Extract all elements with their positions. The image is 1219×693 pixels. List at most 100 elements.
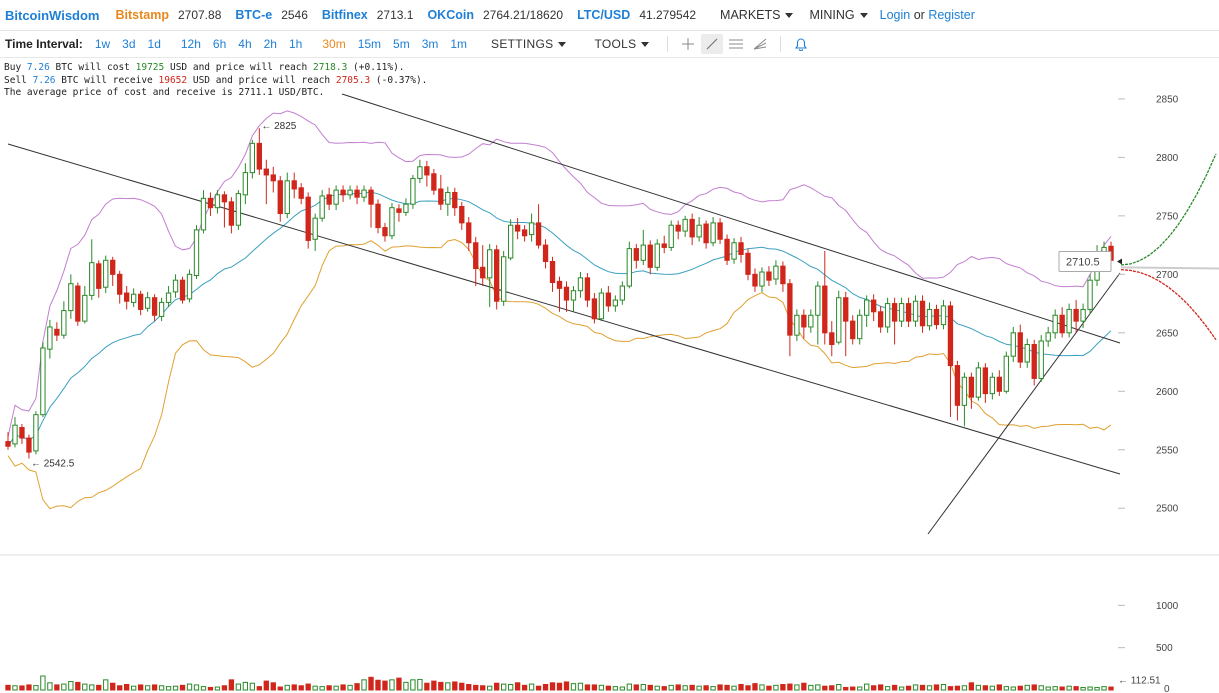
volume-bar [75, 681, 81, 691]
interval-12h[interactable]: 12h [180, 37, 201, 51]
toolbar-divider [667, 36, 669, 52]
volume-bar [26, 684, 32, 691]
interval-1m[interactable]: 1m [450, 37, 468, 51]
volume-tick-label: 1000 [1156, 601, 1179, 612]
volume-bar [891, 684, 898, 691]
volume-bar [933, 684, 940, 691]
ticker-btce[interactable]: BTC-e 2546 [235, 8, 308, 22]
interval-1d[interactable]: 1d [147, 37, 161, 51]
volume-bar [1031, 684, 1037, 691]
ticker-okcoin[interactable]: OKCoin 2764.21/18620 [427, 8, 563, 22]
candle-body [514, 224, 521, 232]
order-estimate-panel: Buy 7.26 BTC will cost 19725 USD and pri… [4, 62, 427, 100]
interval-30m[interactable]: 30m [322, 37, 346, 51]
volume-bar [570, 683, 577, 691]
chevron-down-icon [785, 12, 794, 18]
volume-bar [877, 684, 884, 691]
auth-separator: or [913, 8, 925, 22]
brand-logo[interactable]: BitcoinWisdom [5, 7, 100, 23]
interval-1h[interactable]: 1h [288, 37, 303, 51]
price-tick-label: 2850 [1156, 94, 1179, 105]
volume-bar [563, 681, 570, 691]
interval-6h[interactable]: 6h [212, 37, 227, 51]
register-link[interactable]: Register [928, 8, 975, 22]
interval-15m[interactable]: 15m [357, 37, 382, 51]
horizontal-lines-icon[interactable] [725, 34, 747, 54]
candle-body [961, 376, 968, 406]
volume-bar [675, 684, 681, 691]
interval-3d[interactable]: 3d [122, 37, 136, 51]
candle-body [808, 314, 814, 328]
ticker-bitfinex[interactable]: Bitfinex 2713.1 [322, 8, 414, 22]
candle-body [382, 227, 388, 237]
candle-body [103, 259, 109, 288]
volume-bar [354, 683, 360, 691]
candle-body [850, 320, 856, 340]
volume-bar [200, 686, 207, 691]
candle-body [1003, 355, 1009, 392]
interval-3m[interactable]: 3m [421, 37, 439, 51]
time-interval-label: Time Interval: [5, 37, 83, 51]
price-axis: 2500 2550 2600 2650 2700 2750 2800 2850 0 500 1000 [1118, 94, 1179, 693]
candle-body [773, 265, 779, 280]
price-chart[interactable]: 2500 2550 2600 2650 2700 2750 2800 2850 0 500 1000… [0, 58, 1219, 693]
candle-body [717, 222, 723, 240]
candle-body [228, 201, 235, 226]
volume-bar [431, 680, 437, 691]
volume-bar [738, 683, 744, 691]
candle-body [787, 283, 793, 336]
candle-body [535, 222, 542, 246]
candle-body [82, 294, 88, 322]
volume-bar [1038, 685, 1044, 691]
volume-bar [368, 676, 374, 691]
sell-text: BTC will receive [61, 74, 153, 86]
volume-bar [207, 686, 214, 691]
line-draw-icon[interactable] [701, 34, 724, 54]
sell-text-2: USD and price will reach [192, 74, 331, 86]
ticker-price: 2707.88 [177, 8, 222, 22]
volume-bar [940, 683, 947, 691]
chevron-down-icon [641, 41, 650, 47]
candle-body [1038, 340, 1044, 379]
interval-1w[interactable]: 1w [94, 37, 111, 51]
volume-bar [857, 686, 863, 691]
login-link[interactable]: Login [879, 8, 911, 22]
volume-bar [710, 686, 716, 691]
volume-bar [382, 680, 388, 691]
candle-body [19, 427, 25, 439]
interval-2h[interactable]: 2h [263, 37, 277, 51]
candle-body [857, 314, 863, 340]
volume-bar [480, 685, 486, 691]
candle-body [843, 297, 849, 322]
ticker-ltcusd[interactable]: LTC/USD 41.279542 [577, 8, 696, 22]
candle-body [668, 224, 674, 248]
volume-bar [591, 684, 598, 691]
volume-bar [689, 684, 695, 691]
bell-icon[interactable] [790, 34, 812, 54]
interval-4h[interactable]: 4h [238, 37, 252, 51]
volume-bar [954, 685, 961, 691]
candle-body [898, 303, 905, 322]
mining-menu[interactable]: MINING [809, 8, 868, 22]
ticker-bitstamp[interactable]: Bitstamp 2707.88 [116, 8, 222, 22]
volume-bar [850, 686, 856, 691]
volume-bar [221, 685, 228, 691]
volume-bar [982, 685, 989, 691]
candle-body [291, 180, 297, 190]
candle-body [473, 242, 479, 269]
markets-menu[interactable]: MARKETS [720, 8, 794, 22]
interval-toolbar: Time Interval: 1w 3d 1d 12h 6h 4h 2h 1h … [0, 31, 1219, 58]
candle-body [452, 191, 458, 209]
tools-menu[interactable]: TOOLS [584, 37, 659, 51]
crosshair-icon[interactable] [677, 34, 699, 54]
volume-bar [1108, 686, 1114, 691]
candle-body [724, 238, 730, 261]
volume-bar [19, 685, 25, 691]
settings-menu[interactable]: SETTINGS [481, 37, 576, 51]
avg-suffix: USD/BTC. [278, 87, 325, 98]
candle-body [710, 222, 716, 244]
interval-5m[interactable]: 5m [393, 37, 410, 51]
candle-body [403, 203, 409, 213]
volume-bar [235, 683, 242, 691]
fan-icon[interactable] [749, 34, 771, 54]
